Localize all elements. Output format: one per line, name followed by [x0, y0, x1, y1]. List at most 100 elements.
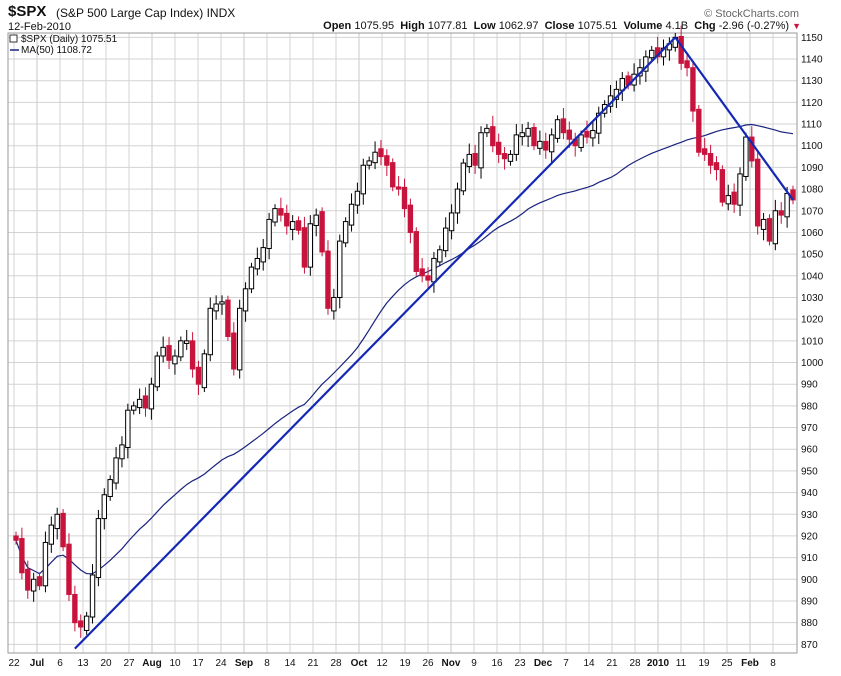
candle — [30, 572, 37, 602]
brand-credit[interactable]: © StockCharts.com — [704, 8, 799, 20]
candle — [325, 240, 331, 315]
candle — [78, 614, 84, 638]
candle — [495, 133, 502, 164]
candle — [737, 167, 743, 216]
candle — [331, 288, 337, 320]
x-tick-label: 26 — [422, 658, 434, 669]
x-tick-label: 7 — [563, 658, 569, 669]
x-tick-label: 14 — [284, 658, 296, 669]
y-tick-label: 1120 — [801, 98, 823, 109]
candle — [407, 198, 414, 244]
x-tick-label: 28 — [629, 658, 641, 669]
x-tick-label: 10 — [169, 658, 181, 669]
x-tick-label: 16 — [491, 658, 503, 669]
y-tick-label: 980 — [801, 401, 818, 412]
candle — [83, 611, 90, 635]
candle — [360, 158, 366, 205]
downtrend-line — [674, 36, 794, 201]
y-tick-label: 1050 — [801, 250, 824, 261]
candle — [248, 262, 255, 294]
y-tick-label: 1030 — [801, 293, 824, 304]
x-tick-label: 12 — [376, 658, 388, 669]
uptrend-line — [74, 36, 677, 650]
candle — [42, 531, 49, 593]
candle — [354, 182, 361, 214]
y-axis: 870 880 890 900 910 920 930 940 950 960 970 980 990 1… — [801, 33, 824, 651]
y-tick-label: 920 — [801, 531, 818, 542]
candle — [660, 39, 667, 66]
candle — [72, 585, 78, 632]
ticker-full-name: (S&P 500 Large Cap Index) INDX — [56, 6, 236, 20]
trendlines — [74, 36, 794, 650]
candle — [713, 156, 720, 181]
candle — [207, 297, 213, 362]
ma-line — [15, 123, 794, 575]
ticker-symbol[interactable]: $SPX — [8, 3, 47, 20]
candle — [649, 46, 655, 63]
x-tick-label: Sep — [235, 658, 253, 669]
candle — [301, 216, 308, 274]
candle — [584, 120, 590, 144]
candle — [702, 137, 708, 161]
candle — [725, 184, 731, 211]
candle — [295, 216, 302, 235]
candle — [13, 531, 19, 545]
candle — [448, 204, 455, 240]
y-tick-label: 880 — [801, 618, 818, 629]
candle — [760, 212, 767, 241]
y-tick-label: 1130 — [801, 76, 823, 87]
candle — [19, 527, 25, 580]
candle — [95, 509, 102, 587]
candle — [501, 147, 508, 170]
candle — [148, 377, 155, 420]
x-tick-label: 24 — [215, 658, 227, 669]
candle — [189, 332, 196, 378]
legend-price: $SPX (Daily) 1075.51 — [21, 34, 118, 45]
candle — [596, 106, 602, 144]
x-tick-label: 8 — [770, 658, 776, 669]
candle — [154, 351, 160, 392]
candle — [531, 123, 537, 151]
candle — [337, 234, 343, 309]
y-tick-label: 1060 — [801, 228, 824, 239]
candle — [166, 336, 172, 370]
candle — [36, 572, 43, 591]
change-arrow-icon[interactable]: ▼ — [792, 21, 801, 31]
moving-average-layer — [15, 123, 794, 575]
x-tick-label: 19 — [698, 658, 710, 669]
candle — [348, 193, 355, 232]
candle — [413, 227, 419, 276]
candle — [513, 124, 520, 161]
candle — [313, 208, 319, 237]
candles — [13, 25, 796, 638]
candle — [107, 475, 113, 501]
candle — [525, 121, 531, 148]
candle — [260, 238, 266, 271]
y-tick-label: 990 — [801, 380, 818, 391]
candle — [266, 212, 272, 260]
candle — [472, 144, 478, 174]
y-tick-label: 1020 — [801, 315, 824, 326]
candle — [48, 516, 55, 553]
x-tick-label: 25 — [721, 658, 733, 669]
x-tick-label: 20 — [100, 658, 112, 669]
candle — [366, 156, 372, 170]
x-tick-label: 6 — [57, 658, 63, 669]
x-tick-label: 19 — [399, 658, 411, 669]
chart-date: 12-Feb-2010 — [8, 21, 71, 33]
chart-header: $SPX (S&P 500 Large Cap Index) INDX 12-F… — [0, 0, 841, 33]
candle — [672, 33, 678, 52]
candle — [25, 560, 31, 599]
y-tick-label: 960 — [801, 445, 818, 456]
candle — [254, 247, 261, 276]
candle — [437, 245, 443, 267]
x-tick-label: Dec — [534, 658, 553, 669]
x-tick-label: 21 — [307, 658, 319, 669]
candle — [466, 143, 472, 174]
x-tick-label: 23 — [514, 658, 526, 669]
candle — [219, 295, 225, 315]
candle — [231, 322, 237, 376]
y-tick-label: 1090 — [801, 163, 824, 174]
candle — [372, 141, 378, 170]
